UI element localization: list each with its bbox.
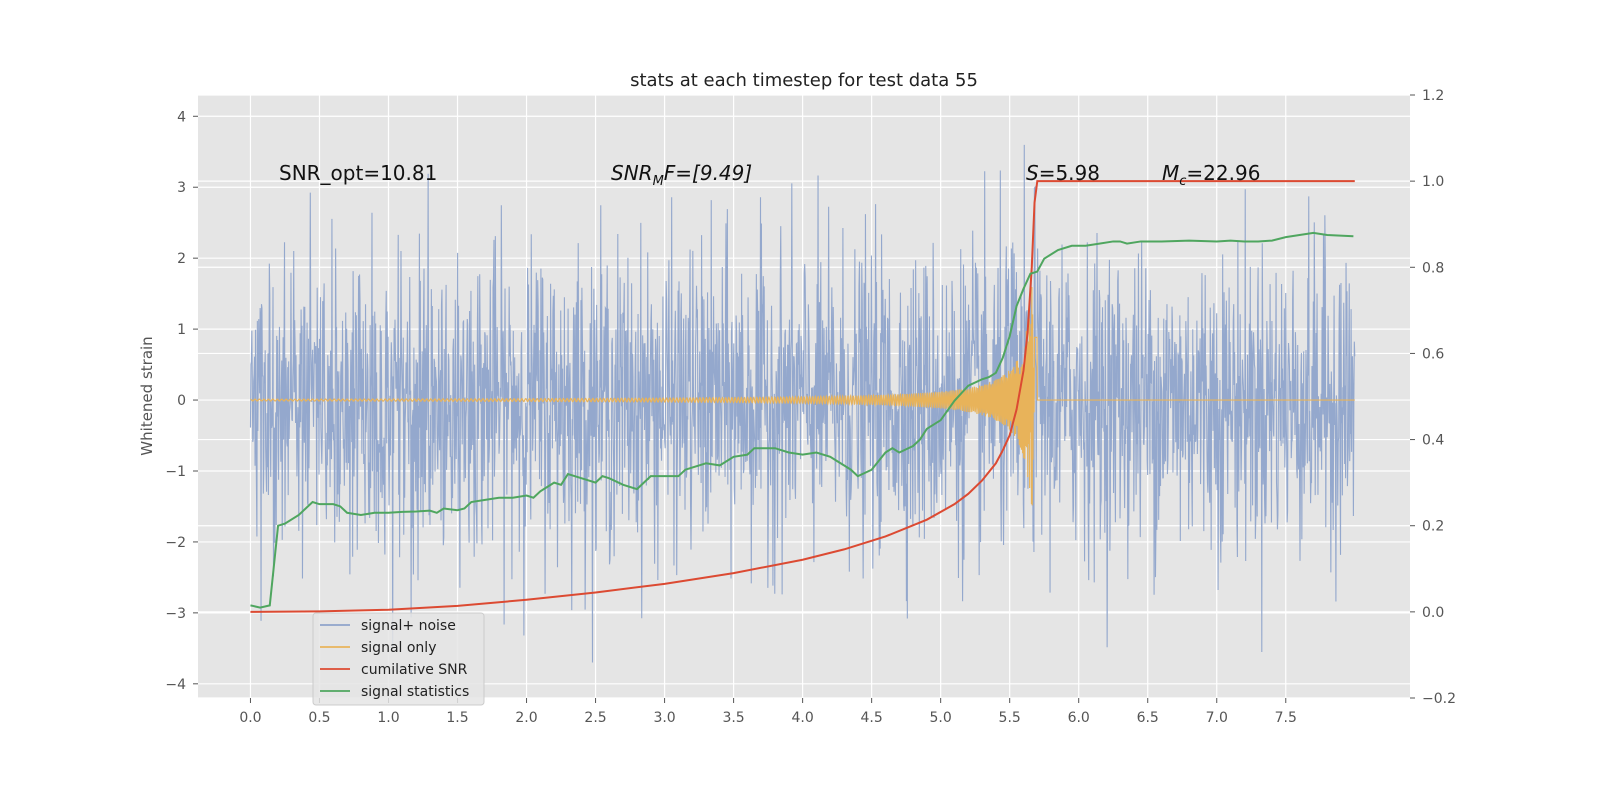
chart-title: stats at each timestep for test data 55 bbox=[630, 70, 978, 91]
x-tick-label: 1.0 bbox=[377, 710, 399, 726]
annotation-mc: Mc=22.96 bbox=[1162, 161, 1260, 189]
y2-tick-label: 0.4 bbox=[1422, 433, 1444, 449]
y2-tick-label: 0.2 bbox=[1422, 519, 1444, 535]
legend-label-signal-noise: signal+ noise bbox=[361, 618, 456, 634]
x-tick-label: 6.0 bbox=[1068, 710, 1090, 726]
annotation-s: S=5.98 bbox=[1026, 161, 1100, 185]
annotation-snr-opt: SNR_opt=10.81 bbox=[279, 161, 437, 185]
x-tick-label: 3.0 bbox=[653, 710, 675, 726]
y-tick-label: −2 bbox=[165, 535, 186, 551]
y-tick-label: −4 bbox=[165, 677, 186, 693]
y2-tick-label: 0.6 bbox=[1422, 346, 1444, 362]
series-cumulative-snr bbox=[250, 180, 1355, 613]
x-tick-label: 2.5 bbox=[584, 710, 606, 726]
x-tick-label: 3.5 bbox=[722, 710, 744, 726]
y2-tick-label: −0.2 bbox=[1422, 691, 1456, 707]
x-tick-label: 6.5 bbox=[1137, 710, 1159, 726]
legend-label-signal-only: signal only bbox=[361, 640, 436, 656]
annotation-snr-mf-main: SNR bbox=[611, 161, 653, 185]
x-tick-label: 0.0 bbox=[239, 710, 261, 726]
annotation-mc-rest: =22.96 bbox=[1186, 161, 1260, 185]
x-tick-label: 5.5 bbox=[999, 710, 1021, 726]
x-tick-label: 0.5 bbox=[308, 710, 330, 726]
legend-label-signal-statistics: signal statistics bbox=[361, 684, 469, 700]
legend-label-cumulative-snr: cumilative SNR bbox=[361, 662, 468, 678]
y-tick-label: −1 bbox=[165, 464, 186, 480]
x-tick-label: 5.0 bbox=[930, 710, 952, 726]
y-axis-ticks: 4 3 2 1 0 −1 −2 −3 −4 bbox=[165, 109, 198, 693]
x-tick-label: 4.5 bbox=[861, 710, 883, 726]
y2-tick-label: 1.2 bbox=[1422, 88, 1444, 104]
x-axis-ticks: 0.0 0.5 1.0 1.5 2.0 2.5 3.0 3.5 4.0 4.5 5.0 5.5 6.0 6… bbox=[239, 698, 1297, 726]
annotation-s-main: S bbox=[1026, 161, 1039, 185]
series-signal-only bbox=[250, 286, 1355, 506]
series-signal-statistics bbox=[250, 231, 1354, 609]
x-tick-label: 7.5 bbox=[1275, 710, 1297, 726]
y2-tick-label: 1.0 bbox=[1422, 174, 1444, 190]
x-tick-label: 1.5 bbox=[446, 710, 468, 726]
y2-axis-ticks: 1.2 1.0 0.8 0.6 0.4 0.2 0.0 −0.2 bbox=[1410, 88, 1456, 707]
y-tick-label: −3 bbox=[165, 606, 186, 622]
legend: signal+ noise signal only cumilative SNR… bbox=[312, 612, 485, 706]
annotation-mc-sub: c bbox=[1179, 174, 1186, 189]
y-tick-label: 4 bbox=[177, 109, 186, 125]
y2-tick-label: 0.0 bbox=[1422, 605, 1444, 621]
annotation-mc-main: M bbox=[1162, 161, 1179, 185]
y-tick-label: 1 bbox=[177, 322, 186, 338]
annotation-snr-mf-rest: F=[9.49] bbox=[664, 161, 752, 185]
y-tick-label: 2 bbox=[177, 251, 186, 267]
annotations: SNR_opt=10.81 SNRMF=[9.49] S=5.98 Mc=22.… bbox=[279, 161, 1260, 189]
y2-tick-label: 0.8 bbox=[1422, 260, 1444, 276]
x-tick-label: 4.0 bbox=[791, 710, 813, 726]
annotation-snr-mf: SNRMF=[9.49] bbox=[611, 161, 752, 189]
y-tick-label: 0 bbox=[177, 393, 186, 409]
series-layer bbox=[249, 144, 1356, 663]
y-axis-label: Whitened strain bbox=[138, 336, 156, 455]
legend-box bbox=[312, 612, 485, 706]
y-tick-label: 3 bbox=[177, 180, 186, 196]
x-tick-label: 2.0 bbox=[515, 710, 537, 726]
annotation-s-rest: =5.98 bbox=[1039, 161, 1100, 185]
annotation-snr-mf-sub: M bbox=[653, 174, 664, 189]
x-tick-label: 7.0 bbox=[1206, 710, 1228, 726]
